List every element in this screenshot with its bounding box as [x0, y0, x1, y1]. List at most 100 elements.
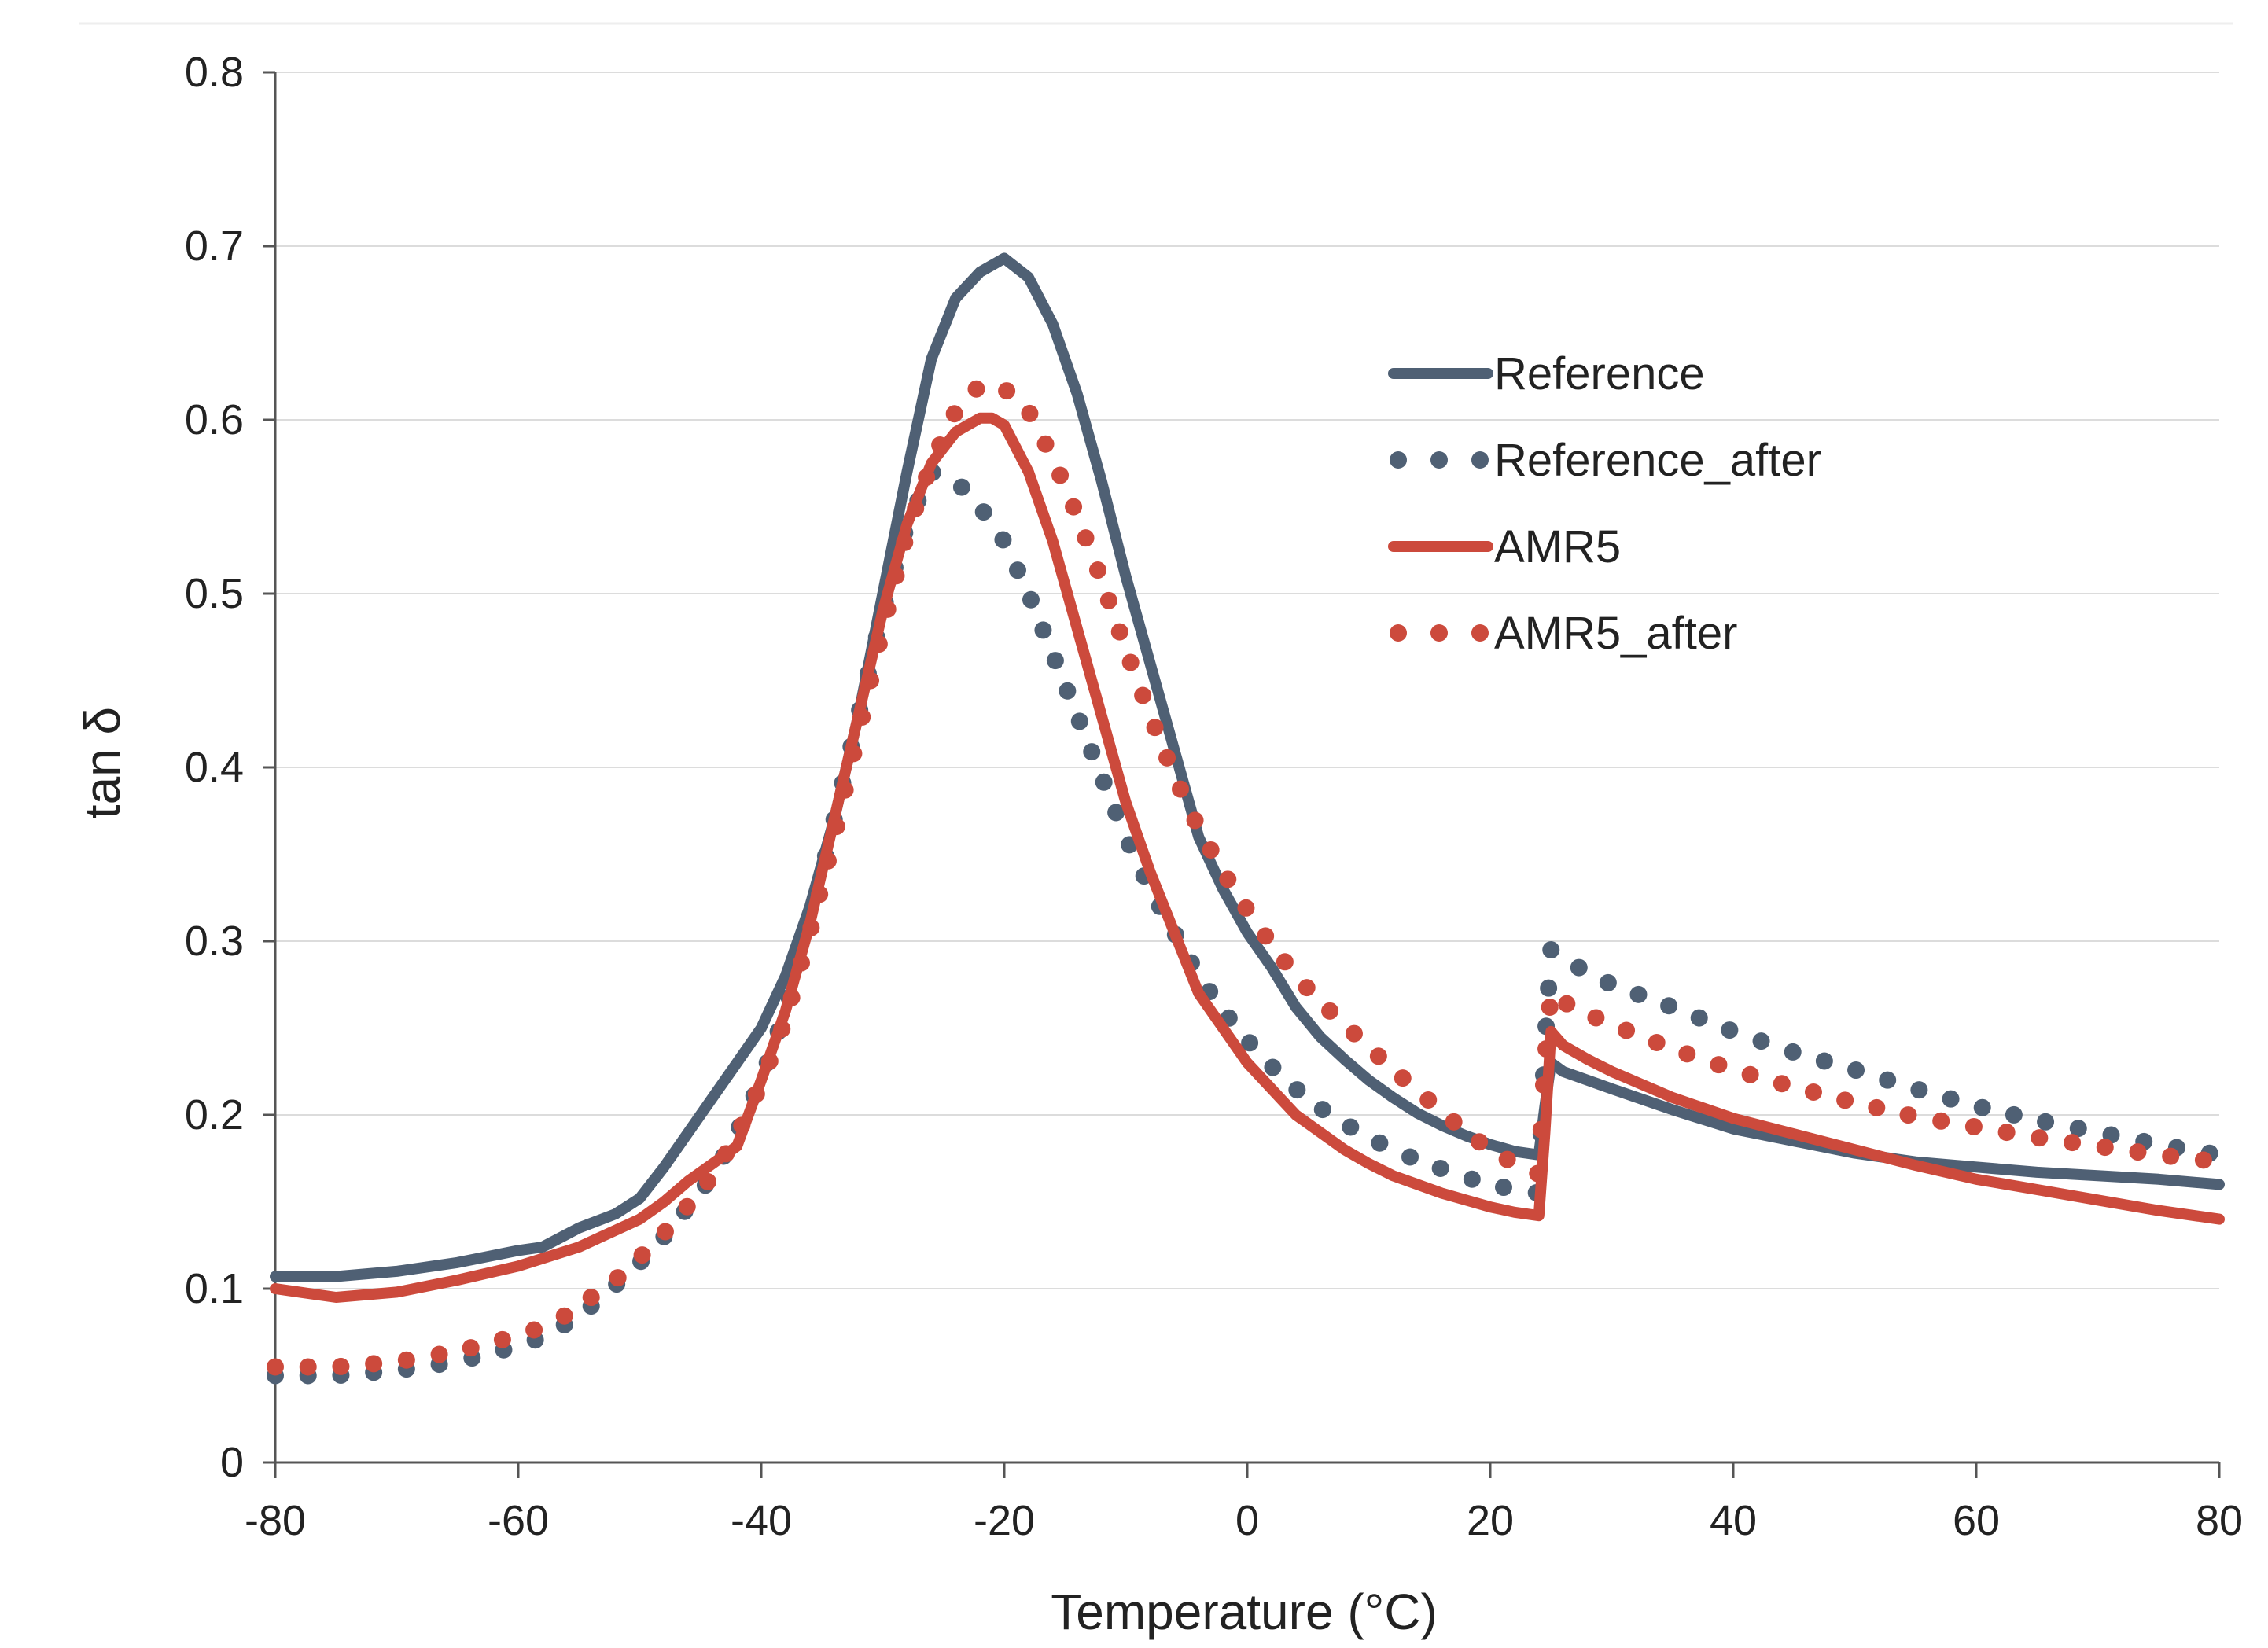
series-point	[1186, 811, 1204, 830]
y-tick-label: 0.4	[185, 744, 244, 791]
series-point	[1257, 927, 1275, 945]
series-point	[1690, 1009, 1708, 1027]
series-point	[1542, 941, 1560, 959]
series-point	[945, 405, 963, 423]
series-point	[1065, 498, 1083, 516]
series-point	[1537, 1040, 1556, 1058]
series-point	[2031, 1129, 2049, 1147]
series-point	[1394, 1069, 1412, 1087]
series-point	[430, 1345, 448, 1363]
series-point	[998, 382, 1016, 400]
series-point	[870, 635, 888, 653]
series-point	[747, 1085, 765, 1103]
series-point	[1051, 466, 1070, 484]
y-tick-label: 0.8	[185, 49, 244, 96]
series-point	[1932, 1112, 1950, 1130]
series-point	[633, 1246, 651, 1264]
series-point	[1910, 1081, 1928, 1099]
series-point	[1868, 1098, 1886, 1116]
series-point	[555, 1307, 573, 1325]
series-point	[717, 1145, 735, 1163]
series-point	[1134, 686, 1152, 704]
series-point	[1036, 435, 1055, 453]
series-point	[397, 1351, 415, 1369]
legend-item-reference: Reference	[1388, 348, 1705, 399]
series-point	[1964, 1117, 1983, 1135]
series-point	[299, 1358, 317, 1376]
series-point	[827, 818, 845, 836]
x-tick-label: -20	[974, 1497, 1035, 1544]
series-point	[811, 885, 829, 903]
series-point	[1879, 1071, 1897, 1089]
series-point	[853, 708, 871, 726]
series-dots-amr5-after	[267, 380, 2212, 1376]
series-point	[1942, 1090, 1960, 1108]
series-point	[1321, 1002, 1339, 1020]
x-axis-title: Temperature (°C)	[1051, 1584, 1438, 1640]
series-point	[887, 567, 905, 585]
series-point	[1264, 1058, 1282, 1076]
series-point	[792, 954, 810, 972]
x-tick-label: 80	[2196, 1497, 2243, 1544]
series-point	[845, 745, 863, 763]
series-point	[2005, 1105, 2023, 1124]
series-point	[1558, 995, 1576, 1013]
series-point	[1146, 719, 1164, 737]
series-point	[1276, 953, 1294, 971]
y-tick-label: 0	[220, 1439, 244, 1486]
series-point	[1678, 1045, 1696, 1063]
legend-swatch-dot	[1471, 624, 1489, 642]
series-point	[1741, 1065, 1759, 1083]
series-point	[1570, 958, 1588, 977]
series-point	[1083, 743, 1101, 761]
series-point	[1587, 1009, 1605, 1027]
series-point	[2096, 1139, 2114, 1157]
series-point	[1463, 1170, 1481, 1188]
series-point	[1836, 1091, 1854, 1109]
legend-item-reference-after: Reference_after	[1390, 435, 1821, 486]
y-tick-label: 0.6	[185, 396, 244, 443]
legend-swatch-dot	[1390, 624, 1407, 642]
legend-label: AMR5	[1494, 521, 1621, 572]
legend-label: Reference_after	[1494, 435, 1821, 486]
x-tick-label: 0	[1235, 1497, 1259, 1544]
series-point	[760, 1052, 779, 1070]
series-point	[525, 1321, 543, 1339]
legend-swatch-dot	[1471, 451, 1489, 469]
series-point	[1815, 1052, 1833, 1070]
series-point	[1158, 749, 1176, 767]
series-point	[907, 499, 925, 517]
series-point	[1059, 682, 1077, 700]
series-point	[1046, 652, 1064, 670]
series-point	[1445, 1113, 1463, 1131]
series-point	[1345, 1024, 1363, 1043]
series-point	[1070, 712, 1088, 730]
x-tick-label: -40	[731, 1497, 792, 1544]
series-point	[773, 1020, 791, 1038]
series-point	[1088, 561, 1106, 579]
series-point	[1095, 773, 1113, 791]
plot-series	[267, 252, 2225, 1385]
series-point	[365, 1355, 383, 1373]
series-point	[1541, 998, 1559, 1016]
series-point	[1237, 899, 1255, 917]
series-point	[582, 1289, 600, 1307]
axes: 0 0.1 0.2 0.3 0.4 0.5 0.6 0.7 0.8 -80 -60 -40 -20 0 20…	[185, 49, 2243, 1544]
x-tick-label: 60	[1953, 1497, 2000, 1544]
series-point	[1752, 1032, 1770, 1050]
series-point	[952, 478, 970, 496]
series-point	[1172, 780, 1190, 798]
legend-label: AMR5_after	[1494, 608, 1737, 659]
x-tick-label: 40	[1710, 1497, 1757, 1544]
x-tick-label: 20	[1467, 1497, 1514, 1544]
series-point	[1721, 1021, 1739, 1039]
y-tick-label: 0.3	[185, 918, 244, 965]
series-point	[1121, 653, 1140, 671]
series-point	[1202, 841, 1220, 859]
series-point	[462, 1339, 480, 1357]
series-point	[1784, 1043, 1802, 1061]
series-point	[2162, 1147, 2180, 1165]
series-point	[1369, 1047, 1387, 1065]
series-point	[2194, 1151, 2212, 1169]
